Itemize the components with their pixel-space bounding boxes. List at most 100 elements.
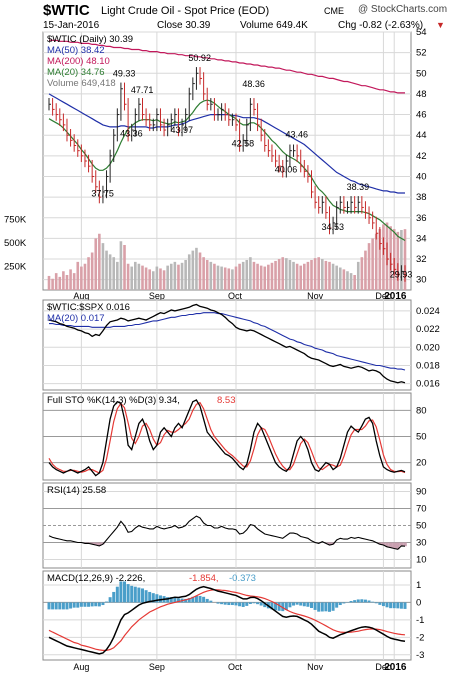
macd-histogram-bar (72, 602, 76, 608)
volume-bar (72, 273, 76, 290)
volume-bar (346, 271, 349, 290)
volume-bar (231, 269, 234, 290)
volume-bar (400, 230, 403, 290)
volume-bar (252, 261, 256, 290)
volume-bar (148, 269, 151, 290)
rsi-oversold-fill (385, 542, 389, 547)
macd-histogram-bar (367, 600, 371, 603)
price-y-tick-label: 54 (416, 27, 427, 38)
volume-bar (338, 267, 342, 290)
macd-histogram-bar (83, 602, 87, 607)
rsi-oversold-fill (396, 542, 400, 550)
volume-bar (144, 267, 148, 290)
volume-bar (213, 263, 216, 290)
price-y-tick-label: 46 (416, 110, 427, 121)
rsi-oversold-fill (331, 542, 335, 545)
ratio-ma20-line (49, 312, 406, 371)
macd-histogram-bar (371, 601, 375, 603)
macd-histogram-bar (79, 602, 83, 607)
volume-bar (364, 250, 367, 290)
macd-histogram-bar (108, 597, 112, 603)
volume-bar (180, 262, 184, 290)
macd-histogram-bar (61, 602, 65, 610)
price-legend-entry: MA(20) 34.76 (47, 67, 105, 78)
price-x-tick-label: Dec (375, 291, 392, 301)
macd-histogram-bar (76, 602, 80, 608)
macd-histogram-bar (133, 586, 137, 603)
volume-bar (238, 263, 241, 290)
ma20-line (48, 99, 406, 242)
macd-histogram-bar (317, 602, 321, 612)
volume-bar (267, 264, 270, 290)
price-y-tick-label: 38 (416, 192, 427, 203)
macd-histogram-bar (396, 602, 400, 609)
volume-bar (335, 265, 338, 290)
ratio-legend-entry: $WTIC:$SPX 0.016 (47, 302, 130, 313)
volume-bar (51, 278, 54, 290)
macd-histogram-bar (378, 602, 382, 605)
volume-bar (94, 238, 98, 290)
rsi-oversold-fill (381, 542, 386, 546)
price-x-tick-label: Oct (228, 291, 243, 301)
macd-histogram-bar (349, 601, 353, 603)
price-panel-frame (42, 31, 412, 291)
volume-bar (303, 263, 306, 290)
macd-y-tick-label: -2 (416, 632, 424, 643)
macd-histogram-bar (166, 597, 170, 603)
price-legend-entry: MA(50) 38.42 (47, 45, 105, 56)
macd-histogram-bar (381, 602, 385, 607)
macd-histogram-bar (97, 602, 101, 607)
macd-histogram-bar (356, 599, 360, 603)
volume-bar (69, 269, 72, 290)
macd-histogram-bar (299, 602, 303, 606)
macd-histogram-bar (173, 597, 177, 603)
ratio-y-tick-label: 0.020 (416, 342, 440, 353)
ratio-y-tick-label: 0.024 (416, 306, 440, 317)
rsi-oversold-fill (392, 542, 397, 549)
volume-bar (54, 273, 58, 290)
volume-bar (65, 275, 69, 290)
rsi-oversold-fill (399, 542, 404, 546)
macd-x-tick-label: Sep (149, 662, 165, 672)
volume-bar (83, 263, 87, 290)
rsi-oversold-fill (93, 542, 98, 546)
sto-k-line (48, 399, 406, 477)
rsi-y-tick-label: 30 (416, 538, 427, 549)
macd-histogram-bar (363, 599, 367, 603)
macd-histogram-bar (374, 602, 378, 604)
price-y-tick-label: 42 (416, 151, 427, 162)
price-x-tick-label: Nov (307, 291, 324, 301)
macd-histogram-bar (144, 590, 148, 603)
macd-histogram-bar (115, 586, 119, 603)
macd-histogram-bar (54, 602, 58, 610)
volume-bar (155, 266, 159, 290)
macd-histogram-bar (324, 602, 328, 612)
volume-bar (245, 260, 249, 290)
volume-bar (313, 258, 317, 290)
volume-bar (123, 245, 126, 290)
macd-histogram-bar (292, 602, 296, 606)
ma200-line (49, 39, 405, 94)
volume-bar (58, 276, 62, 290)
header-change: Chg -0.82 (-2.63%) (338, 20, 424, 31)
volume-bar (76, 261, 80, 290)
volume-bar (277, 259, 281, 290)
volume-bar (378, 229, 382, 290)
volume-bar (105, 250, 108, 290)
volume-bar (263, 266, 267, 290)
price-y-tick-label: 34 (416, 233, 427, 244)
macd-panel-frame (42, 570, 412, 661)
volume-bar (62, 271, 65, 290)
volume-bar (403, 229, 407, 290)
volume-bar (306, 261, 310, 290)
rsi-y-tick-label: 70 (416, 504, 427, 515)
price-legend-entry: Volume 649,418 (47, 78, 116, 89)
macd-histogram-bar (385, 602, 389, 608)
macd-histogram-bar (184, 598, 188, 603)
header-exchange: CME (324, 6, 344, 16)
volume-bar (198, 252, 202, 290)
macd-histogram-bar (220, 602, 224, 605)
macd-x-tick-label: Dec (375, 662, 392, 672)
volume-bar (177, 264, 180, 290)
